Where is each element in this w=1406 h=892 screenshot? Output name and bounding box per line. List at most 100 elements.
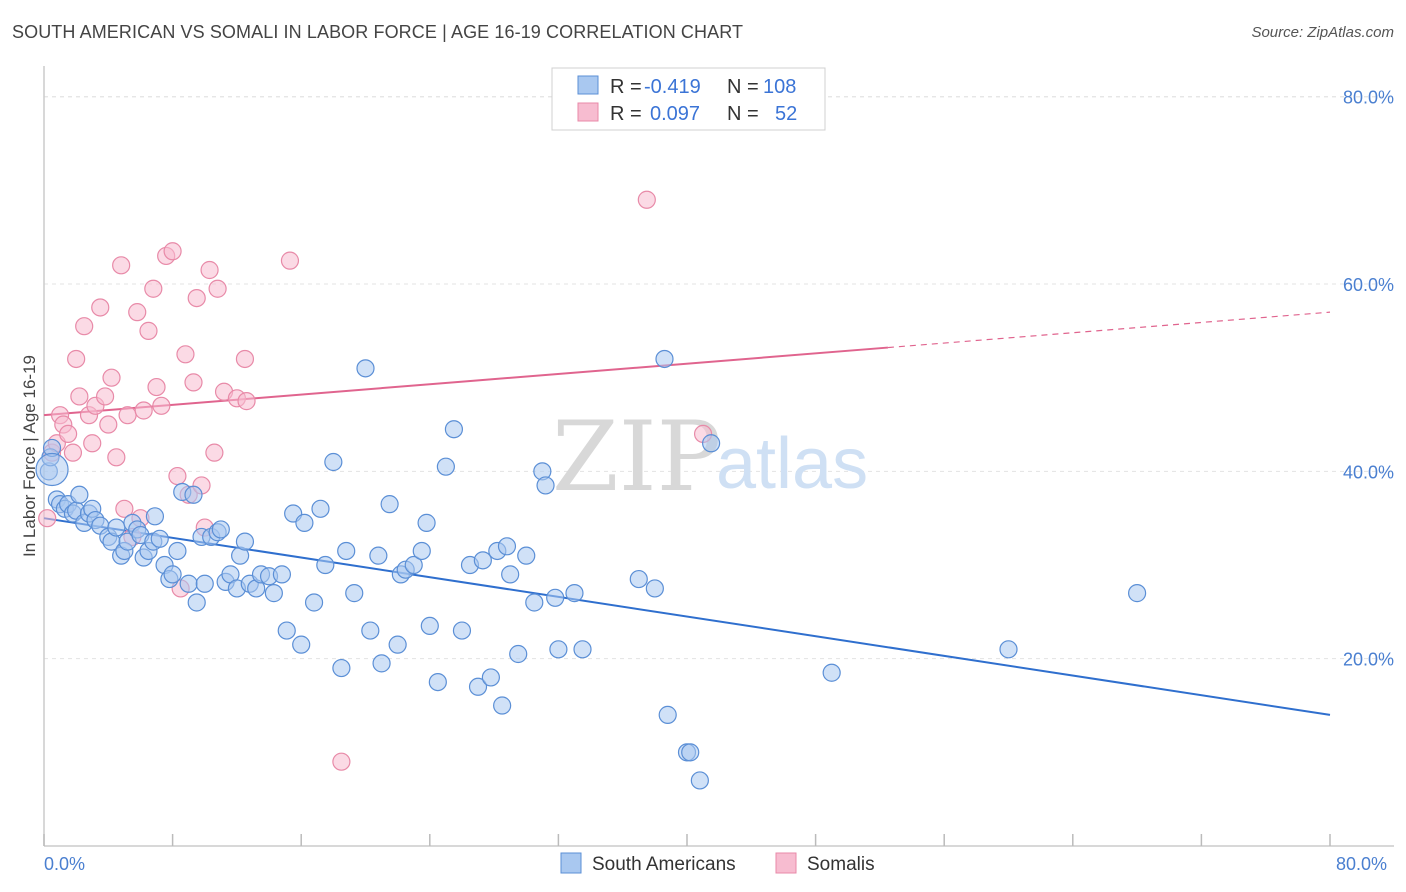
south-american-point (324, 452, 343, 472)
y-tick-labels: 20.0% 40.0% 60.0% 80.0% (1343, 88, 1394, 670)
south-american-point (195, 574, 214, 593)
somali-point (38, 509, 57, 528)
somali-point (70, 387, 89, 406)
south-american-point (311, 499, 330, 518)
south-american-point (549, 640, 568, 659)
south-american-point (369, 546, 388, 565)
south-american-point (380, 495, 399, 514)
south-american-point (517, 546, 536, 565)
legend-n-label-2: N = (727, 103, 759, 125)
somali-point (59, 424, 78, 444)
south-american-point (473, 551, 492, 570)
somali-point (176, 345, 195, 364)
legend-n-value-2: 52 (775, 103, 797, 125)
south-american-point (420, 616, 439, 636)
legend-n-value-1: 108 (763, 76, 796, 98)
somali-point (102, 368, 121, 387)
somali-point (118, 406, 137, 425)
y-tick-label: 80.0% (1343, 88, 1394, 108)
south-american-point (332, 658, 351, 678)
series-legend-swatch-blue (560, 852, 582, 874)
south-american-point (655, 349, 674, 369)
somali-point (83, 434, 102, 453)
south-american-point (452, 621, 472, 640)
x-ticks (43, 834, 1331, 846)
somali-point (75, 317, 94, 336)
trendline-somalis (43, 346, 889, 417)
south-american-point (497, 537, 517, 556)
south-american-point (428, 672, 447, 692)
south-american-point (468, 677, 488, 696)
south-american-point (264, 584, 283, 603)
somali-point (67, 349, 86, 369)
somali-point (128, 303, 147, 322)
south-american-point (235, 532, 255, 551)
south-american-point (361, 621, 380, 640)
somali-point (134, 401, 153, 420)
y-axis-title: In Labor Force | Age 16-19 (20, 355, 39, 557)
somali-point (107, 448, 126, 467)
series-legend-label-somalis: Somalis (807, 854, 875, 875)
south-american-point (536, 476, 555, 495)
south-american-point (70, 485, 89, 504)
south-american-point (681, 743, 700, 762)
somali-point (237, 392, 256, 411)
south-american-point (565, 584, 584, 603)
south-american-point (337, 541, 356, 561)
trendlines (43, 311, 1331, 716)
somali-point (332, 752, 351, 771)
south-american-point (629, 569, 648, 589)
south-american-point (501, 565, 520, 584)
watermark: ZIP atlas (552, 401, 868, 513)
somali-point (187, 288, 206, 308)
south-american-point (412, 541, 431, 561)
somali-point (91, 298, 110, 317)
somali-point (152, 396, 171, 415)
south-american-point (316, 555, 335, 575)
south-american-point (345, 584, 364, 603)
somali-point (99, 415, 118, 434)
south-american-point (822, 663, 841, 682)
somali-point (63, 443, 83, 462)
somali-point (637, 190, 656, 209)
south-american-point (436, 457, 455, 476)
series-legend-label-south-americans: South Americans (592, 854, 736, 875)
south-american-point (493, 696, 512, 715)
watermark-zip: ZIP (552, 401, 721, 513)
trendline-extension-somalis (887, 311, 1331, 349)
y-tick-label: 40.0% (1343, 462, 1394, 482)
south-american-point (179, 574, 198, 593)
south-american-point (211, 520, 230, 539)
south-american-point (356, 359, 375, 378)
somali-point (147, 377, 166, 397)
south-american-point-cluster (35, 452, 69, 487)
south-american-point (658, 705, 677, 724)
somali-point (139, 321, 158, 340)
series-legend-swatch-pink (775, 852, 797, 874)
south-american-point (404, 555, 423, 575)
south-american-point (645, 579, 664, 598)
somali-point (144, 279, 163, 298)
somali-point (235, 349, 255, 369)
south-american-point (690, 771, 709, 790)
legend-r-value-2: 0.097 (650, 103, 700, 125)
south-american-point (546, 588, 565, 607)
y-tick-label: 60.0% (1343, 275, 1394, 295)
south-american-point (999, 640, 1018, 659)
trendline-south-americans (43, 517, 1331, 716)
somali-point (280, 251, 300, 270)
somali-point (168, 466, 187, 486)
south-american-point (417, 513, 436, 532)
chart-title: SOUTH AMERICAN VS SOMALI IN LABOR FORCE … (12, 22, 744, 42)
gridlines (44, 96, 1394, 660)
south-american-point (292, 635, 311, 654)
somali-point (205, 443, 224, 462)
somali-point (163, 242, 182, 261)
south-american-point (145, 507, 165, 526)
source-label: Source: ZipAtlas.com (1251, 24, 1394, 41)
south-american-point (187, 593, 206, 612)
south-american-point (1127, 584, 1147, 603)
legend-swatch-blue (577, 75, 599, 95)
y-tick-label: 20.0% (1343, 650, 1394, 670)
